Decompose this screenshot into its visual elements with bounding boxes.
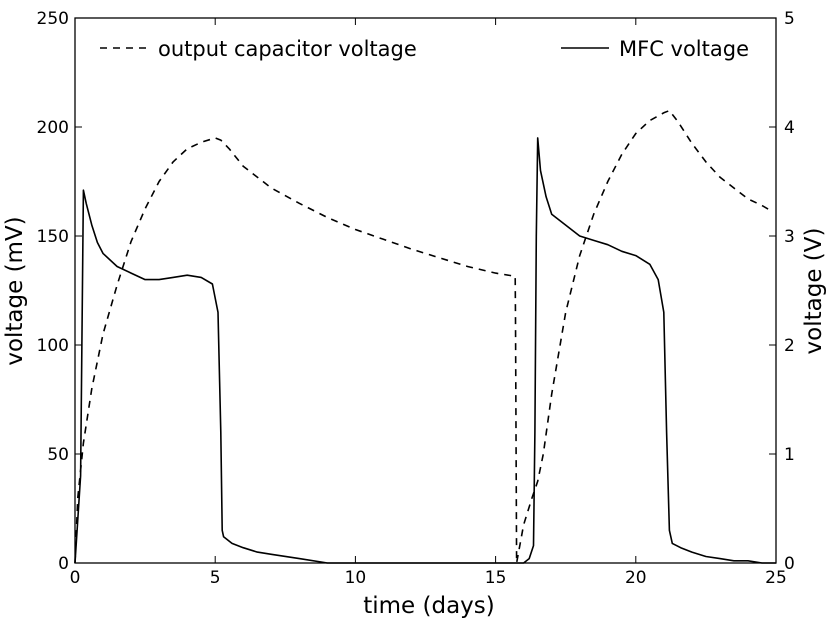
- y-tick-label-right: 5: [784, 9, 795, 29]
- x-tick-label: 10: [345, 568, 367, 588]
- y-tick-label: 150: [37, 227, 69, 247]
- x-tick-label: 15: [485, 568, 507, 588]
- y-tick-label: 100: [37, 336, 69, 356]
- x-tick-label: 25: [765, 568, 787, 588]
- legend: output capacitor voltage MFC voltage: [100, 37, 749, 61]
- legend-label-mfc: MFC voltage: [619, 37, 749, 61]
- plot-frame: [74, 17, 777, 564]
- x-tick-label: 5: [210, 568, 221, 588]
- y-axis-label-right: voltage (V): [801, 228, 827, 355]
- plot-area: [74, 109, 776, 564]
- y-tick-label-right: 1: [784, 445, 795, 465]
- y-tick-label: 250: [37, 9, 69, 29]
- x-tick-label: 0: [70, 568, 81, 588]
- x-axis-label: time (days): [363, 593, 495, 619]
- y-tick-label-right: 2: [784, 336, 795, 356]
- y-axis-label: voltage (mV): [2, 216, 28, 365]
- y-tick-label: 50: [47, 445, 69, 465]
- series-line-mfc: [74, 137, 776, 564]
- y-tick-label-right: 4: [784, 118, 795, 138]
- legend-label-output-capacitor: output capacitor voltage: [158, 37, 417, 61]
- x-tick-label: 20: [625, 568, 647, 588]
- y-tick-label: 0: [58, 554, 69, 574]
- y-tick-label-right: 0: [784, 554, 795, 574]
- y-tick-label: 200: [37, 118, 69, 138]
- series-line-output-capacitor: [74, 109, 774, 564]
- y-tick-label-right: 3: [784, 227, 795, 247]
